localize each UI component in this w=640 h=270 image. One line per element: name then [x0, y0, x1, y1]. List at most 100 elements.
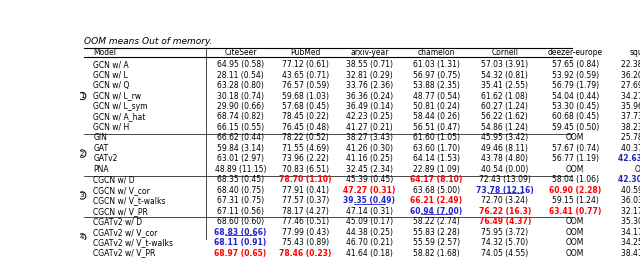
Text: 70.83 (6.51): 70.83 (6.51) — [282, 165, 329, 174]
Text: 68.83 (0.66): 68.83 (0.66) — [214, 228, 267, 237]
Text: 3: 3 — [80, 193, 84, 198]
Text: 73.78 (12.16): 73.78 (12.16) — [476, 186, 534, 195]
Text: 60.94 (7.00): 60.94 (7.00) — [410, 207, 463, 216]
Text: 58.04 (1.06): 58.04 (1.06) — [552, 175, 599, 184]
Text: arxiv-year: arxiv-year — [350, 48, 388, 57]
Text: 40.59 (2.21): 40.59 (2.21) — [621, 186, 640, 195]
Text: OOM: OOM — [566, 217, 584, 226]
Text: CGATv2 w/ V_cor: CGATv2 w/ V_cor — [93, 228, 157, 237]
Text: 76.57 (0.59): 76.57 (0.59) — [282, 81, 329, 90]
Text: 43.78 (4.80): 43.78 (4.80) — [481, 154, 528, 163]
Text: 60.90 (2.28): 60.90 (2.28) — [549, 186, 602, 195]
Text: 78.17 (4.27): 78.17 (4.27) — [282, 207, 329, 216]
Text: 50.81 (0.24): 50.81 (0.24) — [413, 102, 460, 111]
Text: 68.74 (0.82): 68.74 (0.82) — [217, 112, 264, 122]
Text: 2: 2 — [80, 151, 84, 157]
Text: 55.59 (2.57): 55.59 (2.57) — [413, 238, 460, 247]
Text: PubMed: PubMed — [291, 48, 321, 57]
Text: 45.09 (0.17): 45.09 (0.17) — [346, 217, 393, 226]
Text: 68.40 (0.75): 68.40 (0.75) — [217, 186, 264, 195]
Text: 56.22 (1.62): 56.22 (1.62) — [481, 112, 528, 122]
Text: 59.68 (1.03): 59.68 (1.03) — [282, 92, 329, 100]
Text: 53.30 (0.45): 53.30 (0.45) — [552, 102, 599, 111]
Text: 36.20 (0.84): 36.20 (0.84) — [621, 70, 640, 80]
Text: 66.62 (0.44): 66.62 (0.44) — [217, 133, 264, 142]
Text: Model: Model — [93, 48, 116, 57]
Text: 68.97 (0.65): 68.97 (0.65) — [214, 249, 266, 258]
Text: CGCN w/ V_PR: CGCN w/ V_PR — [93, 207, 148, 216]
Text: 56.97 (0.75): 56.97 (0.75) — [413, 70, 460, 80]
Text: 77.57 (0.37): 77.57 (0.37) — [282, 196, 329, 205]
Text: 39.35 (0.49): 39.35 (0.49) — [344, 196, 396, 205]
Text: GCN w/ A: GCN w/ A — [93, 60, 129, 69]
Text: 78.22 (0.52): 78.22 (0.52) — [282, 133, 329, 142]
Text: 36.03 (5.81): 36.03 (5.81) — [621, 196, 640, 205]
Text: 41.64 (0.18): 41.64 (0.18) — [346, 249, 393, 258]
Text: 48.77 (0.54): 48.77 (0.54) — [413, 92, 460, 100]
Text: 35.41 (2.55): 35.41 (2.55) — [481, 81, 528, 90]
Text: 56.51 (0.47): 56.51 (0.47) — [413, 123, 460, 132]
Text: 40.54 (0.00): 40.54 (0.00) — [481, 165, 529, 174]
Text: 78.45 (0.22): 78.45 (0.22) — [282, 112, 329, 122]
Text: GCN w/ L: GCN w/ L — [93, 70, 128, 80]
Text: 76.22 (16.3): 76.22 (16.3) — [479, 207, 531, 216]
Text: 60.27 (1.24): 60.27 (1.24) — [481, 102, 528, 111]
Text: 77.46 (0.51): 77.46 (0.51) — [282, 217, 329, 226]
Text: 30.18 (0.74): 30.18 (0.74) — [217, 92, 264, 100]
Text: 57.03 (3.91): 57.03 (3.91) — [481, 60, 528, 69]
Text: deezer-europe: deezer-europe — [548, 48, 603, 57]
Text: 78.70 (1.10): 78.70 (1.10) — [279, 175, 332, 184]
Text: 22.38 (6.06): 22.38 (6.06) — [621, 60, 640, 69]
Text: 77.12 (0.61): 77.12 (0.61) — [282, 60, 329, 69]
Text: PNA: PNA — [93, 165, 109, 174]
Text: CGCN w/ V_cor: CGCN w/ V_cor — [93, 186, 150, 195]
Text: 48.89 (11.15): 48.89 (11.15) — [214, 165, 266, 174]
Text: 75.95 (3.72): 75.95 (3.72) — [481, 228, 528, 237]
Text: 77.99 (0.43): 77.99 (0.43) — [282, 228, 329, 237]
Text: 73.96 (2.22): 73.96 (2.22) — [282, 154, 329, 163]
Text: OOM: OOM — [635, 165, 640, 174]
Text: OOM: OOM — [566, 228, 584, 237]
Text: 72.43 (13.09): 72.43 (13.09) — [479, 175, 531, 184]
Text: 38.55 (0.71): 38.55 (0.71) — [346, 60, 393, 69]
Text: 53.92 (0.59): 53.92 (0.59) — [552, 70, 599, 80]
Text: 61.03 (1.31): 61.03 (1.31) — [413, 60, 460, 69]
Text: CiteSeer: CiteSeer — [224, 48, 257, 57]
Text: 57.65 (0.84): 57.65 (0.84) — [552, 60, 599, 69]
Text: 38.27 (3.43): 38.27 (3.43) — [346, 133, 393, 142]
Text: 59.45 (0.50): 59.45 (0.50) — [552, 123, 599, 132]
Text: 64.17 (8.10): 64.17 (8.10) — [410, 175, 463, 184]
Text: OOM: OOM — [566, 238, 584, 247]
Text: 1: 1 — [80, 93, 84, 99]
Text: 47.27 (0.31): 47.27 (0.31) — [343, 186, 396, 195]
Text: CGATv2 w/ V_t-walks: CGATv2 w/ V_t-walks — [93, 238, 173, 247]
Text: 32.45 (2.34): 32.45 (2.34) — [346, 165, 393, 174]
Text: chamelon: chamelon — [418, 48, 455, 57]
Text: 66.15 (0.55): 66.15 (0.55) — [217, 123, 264, 132]
Text: 68.35 (0.45): 68.35 (0.45) — [217, 175, 264, 184]
Text: 41.16 (0.25): 41.16 (0.25) — [346, 154, 393, 163]
Text: GCN w/ Q: GCN w/ Q — [93, 81, 129, 90]
Text: 34.25 (2.15): 34.25 (2.15) — [621, 238, 640, 247]
Text: 61.62 (1.08): 61.62 (1.08) — [481, 92, 528, 100]
Text: 45.95 (3.42): 45.95 (3.42) — [481, 133, 528, 142]
Text: 71.55 (4.69): 71.55 (4.69) — [282, 144, 329, 153]
Text: 38.41 (1.66): 38.41 (1.66) — [621, 249, 640, 258]
Text: 77.91 (0.41): 77.91 (0.41) — [282, 186, 329, 195]
Text: CGCN w/ V_t-walks: CGCN w/ V_t-walks — [93, 196, 166, 205]
Text: 57.67 (0.74): 57.67 (0.74) — [552, 144, 599, 153]
Text: 55.83 (2.28): 55.83 (2.28) — [413, 228, 460, 237]
Text: 28.11 (0.54): 28.11 (0.54) — [217, 70, 264, 80]
Text: 61.60 (1.05): 61.60 (1.05) — [413, 133, 460, 142]
Text: 76.45 (0.48): 76.45 (0.48) — [282, 123, 329, 132]
Text: 36.36 (0.24): 36.36 (0.24) — [346, 92, 393, 100]
Text: 57.68 (0.45): 57.68 (0.45) — [282, 102, 329, 111]
Text: 34.27 (0.35): 34.27 (0.35) — [621, 92, 640, 100]
Text: 63.60 (1.70): 63.60 (1.70) — [413, 144, 460, 153]
Text: 4: 4 — [80, 234, 84, 240]
Text: Cornell: Cornell — [492, 48, 518, 57]
Text: 58.44 (0.26): 58.44 (0.26) — [413, 112, 460, 122]
Text: GCN w/ L_sym: GCN w/ L_sym — [93, 102, 148, 111]
Text: 60.68 (0.45): 60.68 (0.45) — [552, 112, 599, 122]
Text: 75.43 (0.89): 75.43 (0.89) — [282, 238, 329, 247]
